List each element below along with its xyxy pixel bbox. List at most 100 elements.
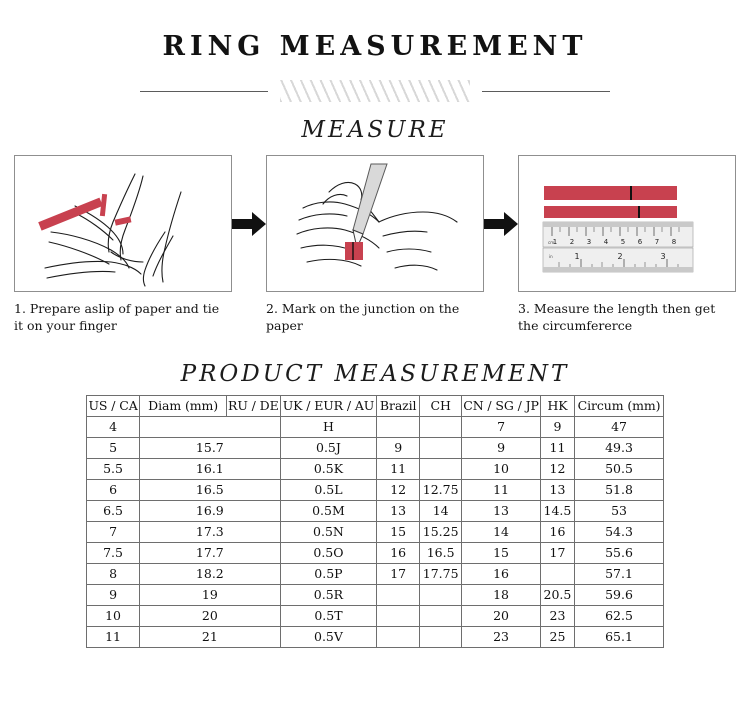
- cell-us-ca: 5: [85, 436, 141, 459]
- cell-circum: 47: [574, 415, 664, 438]
- cell-ch: 15.25: [419, 520, 463, 543]
- cell-us-ca: 11: [85, 625, 141, 648]
- cell-brazil: [376, 625, 421, 648]
- cell-circum: 65.1: [574, 625, 664, 648]
- cell-cn-sg-jp: 9: [461, 436, 541, 459]
- cell-diam: 19: [139, 583, 281, 606]
- cell-uk-eur-au: 0.5R: [279, 583, 378, 606]
- svg-text:3: 3: [587, 238, 591, 246]
- right-arrow-icon: [232, 211, 266, 236]
- svg-text:4: 4: [604, 238, 609, 246]
- cell-diam: 16.1: [139, 457, 281, 480]
- table-row: 4 H 7 9 47: [85, 415, 664, 438]
- cell-uk-eur-au: 0.5L: [279, 478, 378, 501]
- cell-ch: 14: [419, 499, 463, 522]
- cell-us-ca: 4: [85, 415, 141, 438]
- cell-uk-eur-au: 0.5K: [279, 457, 378, 480]
- right-arrow-icon: [484, 211, 518, 236]
- cell-circum: 57.1: [574, 562, 664, 585]
- step-2-illustration-frame: [266, 155, 484, 292]
- svg-text:3: 3: [660, 252, 665, 261]
- cell-cn-sg-jp: 18: [461, 583, 541, 606]
- svg-text:2: 2: [617, 252, 622, 261]
- cell-uk-eur-au: 0.5T: [279, 604, 378, 627]
- cell-circum: 59.6: [574, 583, 664, 606]
- cell-diam: 20: [139, 604, 281, 627]
- svg-text:8: 8: [672, 238, 676, 246]
- cell-brazil: [376, 415, 421, 438]
- cell-hk: 12: [539, 457, 576, 480]
- svg-text:1: 1: [574, 252, 579, 261]
- cell-brazil: 11: [376, 457, 421, 480]
- ring-size-guide-page: RING MEASUREMENT MEASURE: [0, 33, 750, 709]
- table-row: 6 16.5 0.5L 12 12.75 11 13 51.8: [85, 478, 664, 501]
- cell-uk-eur-au: 0.5J: [279, 436, 378, 459]
- step-1-illustration-frame: [14, 155, 232, 292]
- size-table-wrapper: US / CA Diam (mm) RU / DE UK / EUR / AU …: [85, 394, 664, 648]
- cell-us-ca: 8: [85, 562, 141, 585]
- cell-ch: [419, 415, 463, 438]
- cell-ch: 16.5: [419, 541, 463, 564]
- svg-text:7: 7: [655, 238, 659, 246]
- cell-us-ca: 5.5: [85, 457, 141, 480]
- hand-with-paper-strip-icon: [38, 173, 182, 287]
- arrow-step2-to-step3: [484, 155, 518, 292]
- table-row: 9 19 0.5R 18 20.5 59.6: [85, 583, 664, 606]
- cell-diam: 21: [139, 625, 281, 648]
- cell-hk: 25: [539, 625, 576, 648]
- cell-uk-eur-au: H: [279, 415, 378, 438]
- table-row: 6.5 16.9 0.5M 13 14 13 14.5 53: [85, 499, 664, 522]
- cell-uk-eur-au: 0.5M: [279, 499, 378, 522]
- cell-circum: 53: [574, 499, 664, 522]
- cell-brazil: 13: [376, 499, 421, 522]
- cell-diam: 16.5: [139, 478, 281, 501]
- cell-hk: 11: [539, 436, 576, 459]
- cell-diam: 18.2: [139, 562, 281, 585]
- col-header-ch: CH: [419, 394, 463, 417]
- cell-ch: [419, 625, 463, 648]
- cell-ch: [419, 436, 463, 459]
- arrow-step1-to-step2: [232, 155, 266, 292]
- ruler-cm-scale: 1 2 3 4 5 6 7 8 cm: [542, 221, 694, 248]
- title-divider: [140, 78, 610, 104]
- svg-text:in: in: [549, 254, 553, 259]
- cell-uk-eur-au: 0.5V: [279, 625, 378, 648]
- cell-circum: 51.8: [574, 478, 664, 501]
- cell-hk: 16: [539, 520, 576, 543]
- cell-brazil: [376, 604, 421, 627]
- table-row: 10 20 0.5T 20 23 62.5: [85, 604, 664, 627]
- cell-brazil: 9: [376, 436, 421, 459]
- cell-ch: 12.75: [419, 478, 463, 501]
- svg-text:2: 2: [570, 238, 574, 246]
- cell-us-ca: 9: [85, 583, 141, 606]
- table-row: 7 17.3 0.5N 15 15.25 14 16 54.3: [85, 520, 664, 543]
- cell-cn-sg-jp: 23: [461, 625, 541, 648]
- cell-us-ca: 6: [85, 478, 141, 501]
- cell-us-ca: 7.5: [85, 541, 141, 564]
- cell-diam: 17.7: [139, 541, 281, 564]
- cell-circum: 49.3: [574, 436, 664, 459]
- cell-brazil: 17: [376, 562, 421, 585]
- cell-us-ca: 7: [85, 520, 141, 543]
- step-1-panel: 1. Prepare aslip of paper and tie it on …: [14, 155, 232, 335]
- divider-hatch-ornament: [280, 80, 470, 102]
- cell-us-ca: 10: [85, 604, 141, 627]
- table-row: 5 15.7 0.5J 9 9 11 49.3: [85, 436, 664, 459]
- cell-uk-eur-au: 0.5N: [279, 520, 378, 543]
- col-header-circum: Circum (mm): [574, 394, 664, 417]
- cell-hk: 14.5: [539, 499, 576, 522]
- divider-rule-left: [140, 90, 268, 92]
- cell-circum: 62.5: [574, 604, 664, 627]
- cell-ch: 17.75: [419, 562, 463, 585]
- cell-uk-eur-au: 0.5P: [279, 562, 378, 585]
- cell-hk: 9: [539, 415, 576, 438]
- cell-cn-sg-jp: 15: [461, 541, 541, 564]
- col-header-cn-sg-jp: CN / SG / JP: [461, 394, 541, 417]
- step-2-panel: 2. Mark on the junction on the paper: [266, 155, 484, 335]
- cell-cn-sg-jp: 7: [461, 415, 541, 438]
- col-header-us-ca: US / CA: [85, 394, 141, 417]
- cell-us-ca: 6.5: [85, 499, 141, 522]
- svg-text:cm: cm: [548, 240, 554, 245]
